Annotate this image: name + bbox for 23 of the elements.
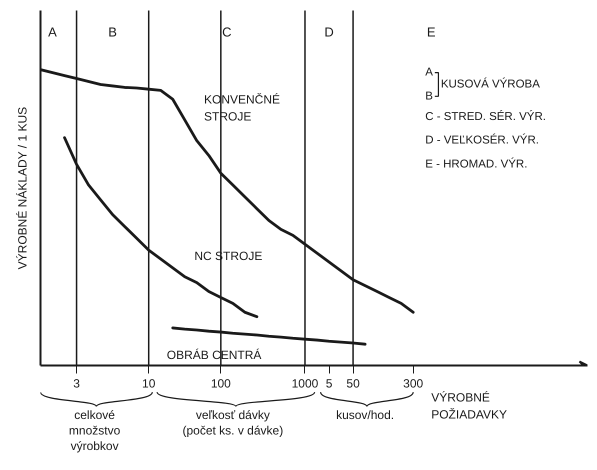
x-tick-label: 5 <box>326 376 333 390</box>
text: veľkosť dávky (počet ks. v dávke) <box>182 408 284 438</box>
y-axis-title: VÝROBNÉ NÁKLADY / 1 KUS <box>16 106 30 270</box>
text: C <box>222 24 232 40</box>
text: B <box>108 24 117 40</box>
text: E <box>426 24 436 40</box>
annotation: E - HROMAD. VÝR. <box>425 157 528 170</box>
annotation: KUSOVÁ VÝROBA <box>440 77 540 90</box>
annotation: A <box>425 66 434 79</box>
x-tick-label: 1000 <box>292 376 319 390</box>
annotation: C - STRED. SÉR. VÝR. <box>425 110 546 123</box>
annotation: D - VEĽKOSÉR. VÝR. <box>425 134 539 147</box>
x-tick-label: 10 <box>142 376 156 390</box>
x-tick-label: 50 <box>346 376 360 390</box>
text: D <box>324 24 334 40</box>
x-tick-label: 3 <box>73 376 80 390</box>
x-tick-label: 100 <box>210 376 232 390</box>
x-axis-title: VÝROBNÉ POŽIADAVKY <box>431 390 508 422</box>
text: kusov/hod. <box>336 408 394 422</box>
text: celkové množstvo výrobkov <box>68 408 121 453</box>
annotation: B <box>425 90 434 102</box>
text: A <box>48 24 58 40</box>
x-tick-label: 300 <box>403 376 424 390</box>
